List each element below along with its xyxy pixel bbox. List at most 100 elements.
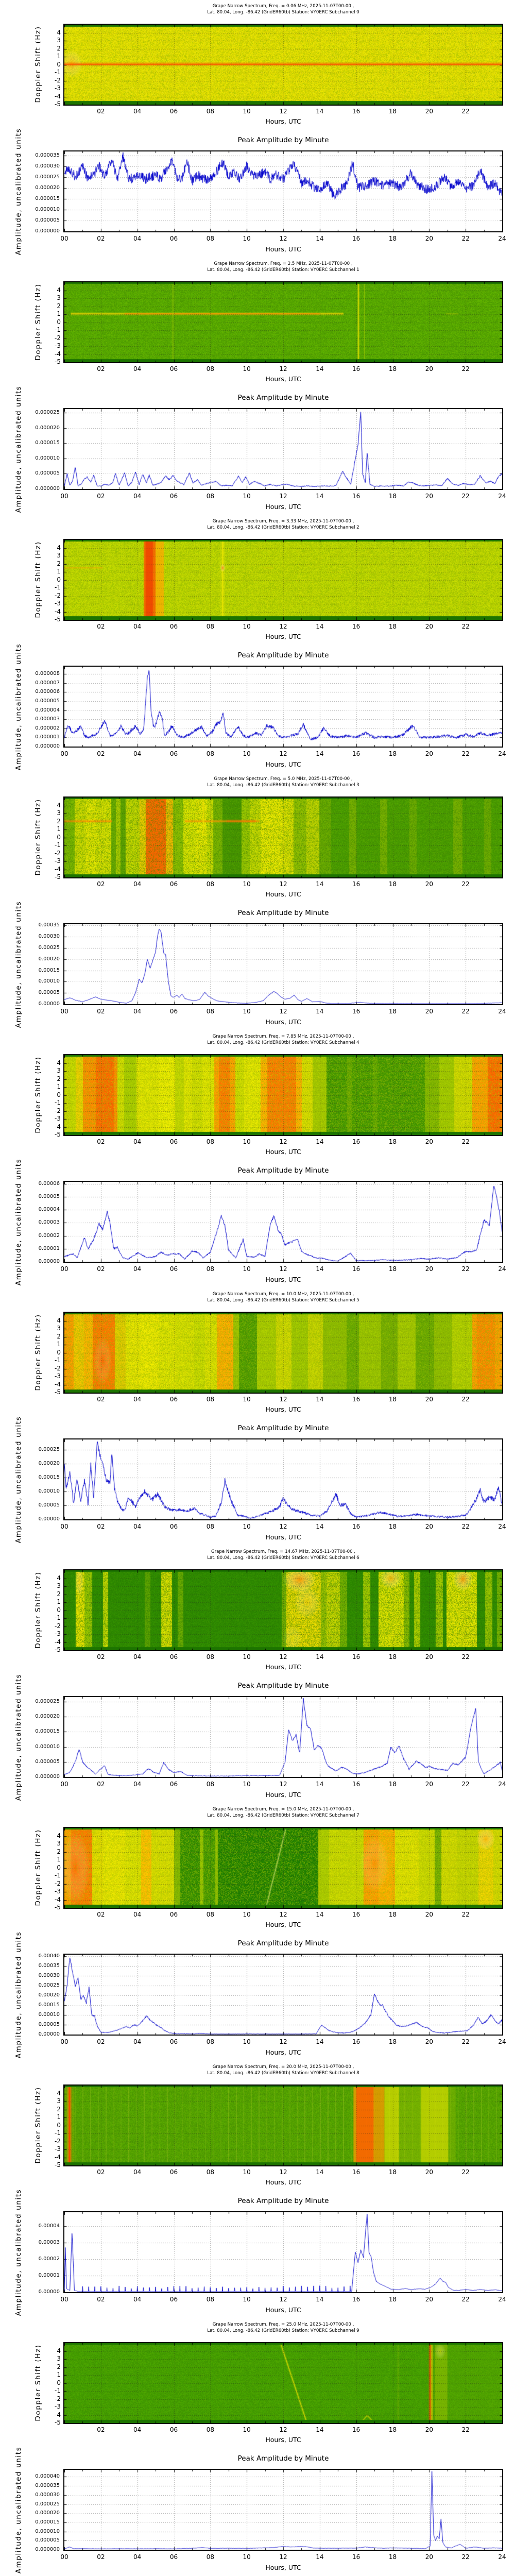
tick-label: 14 xyxy=(316,493,324,500)
tick-label: 0.000001 xyxy=(35,734,60,740)
spectrogram-canvas xyxy=(64,25,502,105)
plot-frame xyxy=(63,281,503,363)
tick-label: 0.00006 xyxy=(38,1180,60,1187)
tick-label: 4 xyxy=(57,1832,61,1839)
plot-subtitle: Lat. 80.04, Long. -86.42 (GridER60tb) St… xyxy=(207,1298,359,1303)
tick-label: -5 xyxy=(55,2161,61,2168)
tick-label: 22 xyxy=(461,2296,470,2303)
tick-label: 02 xyxy=(97,108,105,115)
tick-label: 22 xyxy=(461,1396,470,1403)
line-chart-canvas xyxy=(64,1439,502,1519)
tick-label: 4 xyxy=(57,28,61,36)
tick-label: 4 xyxy=(57,286,61,294)
tick-label: 16 xyxy=(352,1523,360,1530)
spectrogram-plot: Grape Narrow Spectrum, Freq. = 25.0 MHz,… xyxy=(0,2318,515,2447)
plot-subtitle: Lat. 80.04, Long. -86.42 (GridER60tb) St… xyxy=(207,2071,359,2076)
tick-label: 0.00030 xyxy=(38,934,60,939)
tick-label: 4 xyxy=(57,1316,61,1324)
tick-label: 16 xyxy=(352,365,360,372)
plot-frame xyxy=(63,539,503,621)
tick-label: 10 xyxy=(243,623,251,630)
tick-label: 1 xyxy=(57,1856,61,1863)
tick-label: 12 xyxy=(279,1265,287,1273)
plot-title: Peak Amplitude by Minute xyxy=(237,2197,329,2205)
tick-label: 14 xyxy=(316,2168,324,2176)
plot-title: Peak Amplitude by Minute xyxy=(237,1939,329,1947)
tick-label: 0.00020 xyxy=(38,1992,60,1998)
peak-amplitude-plot: Peak Amplitude by Minute Amplitude, unca… xyxy=(0,1159,515,1288)
tick-label: 22 xyxy=(461,1653,470,1660)
plot-frame xyxy=(63,150,503,232)
tick-label: 10 xyxy=(243,1653,251,1660)
tick-label: -2 xyxy=(55,1107,61,1114)
tick-label: -5 xyxy=(55,1646,61,1653)
tick-label: 06 xyxy=(169,108,178,115)
tick-label: 00 xyxy=(60,1265,68,1273)
subchannel-panel: Grape Narrow Spectrum, Freq. = 15.0 MHz,… xyxy=(0,1803,515,2061)
tick-label: -3 xyxy=(55,84,61,92)
tick-label: 12 xyxy=(279,1781,287,1788)
y-tick-labels: 0.000025 0.000020 0.000015 0.000010 0.000005… xyxy=(25,409,61,492)
tick-label: 12 xyxy=(279,880,287,888)
x-tick-labels: 00 02 04 06 08 10 12 14 16 18 20 22 24 xyxy=(60,2038,506,2046)
tick-label: 0.000020 xyxy=(35,184,60,191)
tick-label: 16 xyxy=(352,1265,360,1273)
tick-label: 24 xyxy=(498,2296,506,2303)
y-axis-label: Amplitude, uncalibrated units xyxy=(14,1158,23,1286)
tick-label: 20 xyxy=(425,2168,433,2176)
tick-label: 0.00015 xyxy=(38,1474,60,1480)
tick-label: 04 xyxy=(133,1653,142,1660)
tick-label: -4 xyxy=(55,1895,61,1903)
tick-label: 22 xyxy=(461,1008,470,1015)
spectrogram-canvas xyxy=(64,2086,502,2165)
tick-label: 20 xyxy=(425,1781,433,1788)
tick-label: 18 xyxy=(388,2553,397,2561)
tick-label: 20 xyxy=(425,1138,433,1145)
y-tick-labels: 0.00006 0.00005 0.00004 0.00003 0.00002 0.000… xyxy=(25,1180,61,1264)
tick-label: 02 xyxy=(97,2168,105,2176)
plot-frame xyxy=(63,1954,503,2036)
tick-label: 22 xyxy=(461,2038,470,2045)
tick-label: 10 xyxy=(243,1781,251,1788)
subchannel-panel: Grape Narrow Spectrum, Freq. = 20.0 MHz,… xyxy=(0,2061,515,2318)
tick-label: 3 xyxy=(57,2355,61,2362)
tick-label: 10 xyxy=(243,365,251,372)
tick-label: 0.00030 xyxy=(38,1973,60,1979)
tick-label: 08 xyxy=(206,2168,214,2176)
line-chart-canvas xyxy=(64,667,502,747)
tick-label: 0.00000 xyxy=(38,1001,60,1007)
plot-title: Grape Narrow Spectrum, Freq. = 14.67 MHz… xyxy=(211,1549,356,1554)
subchannel-panel: Grape Narrow Spectrum, Freq. = 0.06 MHz,… xyxy=(0,0,515,258)
peak-amplitude-plot: Peak Amplitude by Minute Amplitude, unca… xyxy=(0,1931,515,2061)
tick-label: 0.000007 xyxy=(35,680,60,686)
tick-label: 0.000000 xyxy=(35,743,60,749)
tick-label: 04 xyxy=(133,2296,142,2303)
y-tick-labels: 0.00040 0.00035 0.00030 0.00025 0.00020 0.000… xyxy=(25,1953,61,2037)
tick-label: 06 xyxy=(169,2296,178,2303)
tick-label: 0.000010 xyxy=(35,2528,60,2534)
tick-label: 06 xyxy=(169,235,178,242)
tick-label: 08 xyxy=(206,750,214,757)
tick-label: 06 xyxy=(169,1008,178,1015)
tick-label: 1 xyxy=(57,1598,61,1605)
x-axis-label: Hours, UTC xyxy=(265,503,301,511)
tick-label: 00 xyxy=(60,2553,68,2561)
tick-label: 0.000000 xyxy=(35,228,60,234)
tick-label: 0.000015 xyxy=(35,195,60,201)
tick-label: -1 xyxy=(55,2387,61,2394)
tick-label: 24 xyxy=(498,750,506,757)
tick-label: 10 xyxy=(243,493,251,500)
tick-label: 06 xyxy=(169,1911,178,1918)
tick-label: 3 xyxy=(57,37,61,44)
tick-label: 10 xyxy=(243,2426,251,2433)
plot-title: Grape Narrow Spectrum, Freq. = 3.33 MHz,… xyxy=(212,519,354,524)
tick-label: 02 xyxy=(97,2296,105,2303)
tick-label: 0 xyxy=(57,318,61,326)
tick-label: 06 xyxy=(169,2168,178,2176)
y-tick-labels: 0.000035 0.000030 0.000025 0.000020 0.000015… xyxy=(25,151,61,234)
tick-label: 14 xyxy=(316,1523,324,1530)
y-tick-labels: 4 3 2 1 0 -1 -2 -3 -4 -5 xyxy=(26,2343,62,2427)
spectrogram-plot: Grape Narrow Spectrum, Freq. = 14.67 MHz… xyxy=(0,1546,515,1674)
tick-label: 2 xyxy=(57,560,61,567)
tick-label: 18 xyxy=(388,623,397,630)
